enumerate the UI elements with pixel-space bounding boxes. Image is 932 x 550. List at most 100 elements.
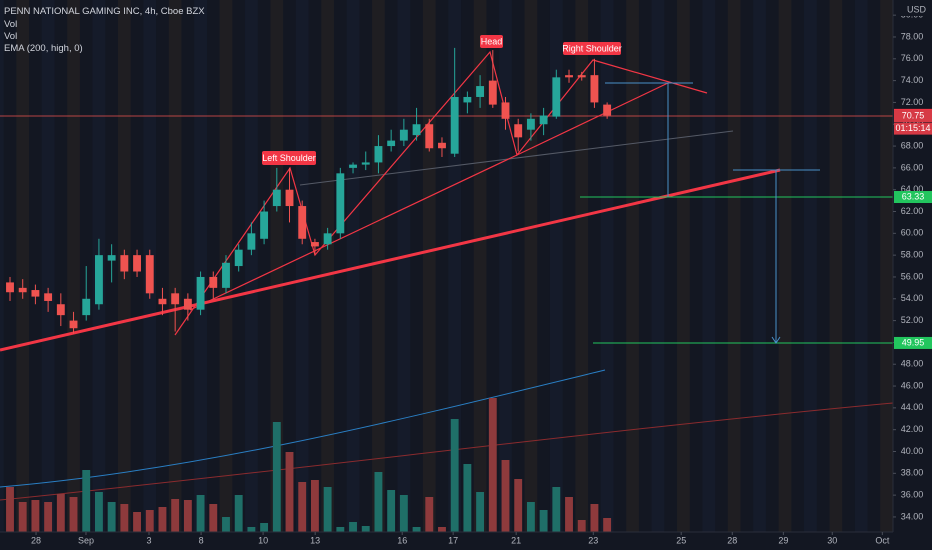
x-tick-label: 28: [727, 535, 737, 545]
volume-bar: [298, 482, 307, 532]
candle-body: [501, 102, 510, 119]
candle-body: [349, 164, 357, 168]
session-band: [753, 0, 766, 532]
x-tick-label: 28: [31, 535, 41, 545]
candles: [6, 47, 612, 334]
x-tick-label: 29: [778, 535, 788, 545]
candle-body: [44, 293, 53, 301]
candle-body: [158, 298, 167, 305]
candle-body: [450, 96, 459, 154]
candle-body: [539, 115, 548, 125]
candle-body: [476, 86, 485, 97]
session-band: [829, 0, 843, 532]
volume-bar: [514, 479, 523, 532]
volume-bar: [488, 398, 497, 532]
x-tick-label: Sep: [78, 535, 94, 545]
price-tag: [894, 110, 932, 123]
x-tick-label: 17: [448, 535, 458, 545]
candle-body: [183, 298, 192, 310]
y-tick-label: 60.00: [901, 228, 924, 238]
y-tick-label: 36.00: [901, 490, 924, 500]
y-tick-label: 54.00: [901, 293, 924, 303]
x-tick-label: 25: [676, 535, 686, 545]
y-tick-label: 72.00: [901, 97, 924, 107]
volume-bar: [222, 517, 230, 532]
annotation: Head: [481, 36, 503, 46]
arrow-head: [771, 336, 781, 344]
volume-bar: [565, 497, 573, 532]
candle-body: [196, 276, 205, 310]
session-band: [499, 0, 512, 532]
session-band: [600, 0, 614, 532]
candle-body: [577, 75, 586, 78]
session-band: [778, 0, 792, 532]
y-tick-label: 40.00: [901, 446, 924, 456]
candle-body: [133, 255, 141, 272]
candle-body: [488, 80, 497, 105]
session-band: [41, 0, 55, 532]
volume-bar: [476, 492, 485, 532]
volume-bar: [44, 502, 53, 532]
candle-body: [603, 104, 612, 116]
session-band: [524, 0, 538, 532]
trend-line: [0, 168, 781, 352]
y-tick-label: 34.00: [901, 511, 924, 521]
candle-body: [336, 173, 345, 234]
volume-bar: [285, 452, 294, 532]
volume: [6, 398, 612, 532]
volume-bar: [336, 527, 345, 532]
candle-body: [374, 146, 383, 163]
y-tick-label: 76.00: [901, 53, 924, 63]
volume-bar: [603, 518, 612, 532]
y-tick-label: 44.00: [901, 402, 924, 412]
candle-body: [247, 233, 256, 250]
volume-bar: [526, 502, 535, 532]
candle-body: [285, 189, 294, 207]
volume-bar: [107, 502, 116, 532]
candle-body: [171, 293, 180, 305]
session-band: [270, 0, 284, 532]
candle-body: [209, 276, 218, 288]
price-axis: [893, 0, 932, 550]
label-box: [262, 151, 316, 165]
session-band: [194, 0, 207, 532]
price-tag-label: 49.95: [902, 337, 925, 347]
volume-bar: [158, 507, 167, 532]
session-band: [702, 0, 716, 532]
volume-bar: [196, 495, 205, 532]
price-tag-label: 70.75: [902, 110, 925, 120]
volume-bar: [361, 526, 370, 532]
session-band: [575, 0, 589, 532]
candle-body: [18, 287, 27, 293]
volume-bar: [323, 487, 332, 532]
volume-bar: [145, 510, 154, 532]
volume-bar: [209, 504, 218, 532]
candle-body: [590, 75, 599, 103]
price-tag: [894, 191, 932, 204]
session-band: [372, 0, 385, 532]
y-tick-label: 52.00: [901, 315, 924, 325]
volume-bar: [539, 510, 548, 532]
session-band: [67, 0, 80, 532]
y-tick-label: 56.00: [901, 271, 924, 281]
annotation: Right Shoulder: [562, 43, 622, 53]
volume-bar: [247, 527, 256, 532]
volume-bar: [438, 527, 446, 532]
indicator: EMA (200, high, 0): [4, 43, 83, 54]
axis-labels: 34.00 36.00 38.00 40.00 42.00 44.00 46.00 48.00…: [31, 10, 932, 545]
session-shading: [16, 0, 893, 532]
volume-bar: [349, 522, 357, 532]
x-tick-label: 21: [511, 535, 521, 545]
y-tick-label: 62.00: [901, 206, 924, 216]
candle-body: [94, 255, 103, 305]
candle-body: [565, 75, 573, 78]
candle-body: [272, 189, 281, 207]
volume-bar: [399, 495, 408, 532]
currency-box: [900, 4, 926, 16]
price-tag: [894, 122, 932, 135]
candle-body: [323, 233, 332, 245]
x-tick-label: 10: [258, 535, 268, 545]
candle-body: [120, 255, 129, 272]
session-band: [549, 0, 563, 532]
